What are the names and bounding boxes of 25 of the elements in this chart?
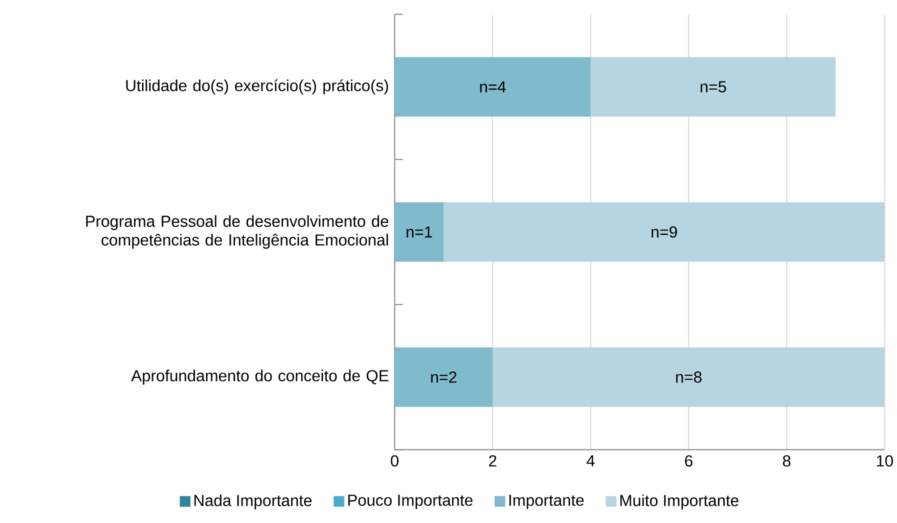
y-tick-label: Programa Pessoal de desenvolvimento de competências de Inteligência Emocional <box>86 215 388 249</box>
data-label: n=9 <box>652 226 677 238</box>
bar <box>394 202 444 262</box>
legend-label: Pouco Importante <box>348 494 473 510</box>
bar <box>394 347 493 407</box>
data-label: n=8 <box>676 371 702 383</box>
bar <box>492 347 885 407</box>
data-label: n=4 <box>480 81 506 92</box>
data-label: n=5 <box>700 81 726 92</box>
data-label: n=1 <box>406 226 432 238</box>
y-tick-label: Utilidade do(s) exercício(s) prático(s) <box>126 79 388 94</box>
legend-label: Importante <box>509 494 584 510</box>
bar <box>394 57 591 117</box>
bar <box>444 202 885 262</box>
x-tick-label: 10 <box>876 455 893 467</box>
x-tick-label: 2 <box>489 455 496 466</box>
x-tick-label: 6 <box>685 455 692 467</box>
data-label: n=2 <box>431 372 456 383</box>
legend-label: Muito Importante <box>620 494 738 510</box>
bar <box>590 57 836 117</box>
x-tick-label: 8 <box>782 455 790 467</box>
legend-label: Nada Importante <box>194 494 312 510</box>
y-tick-label: Aprofundamento do conceito de QE <box>131 370 388 385</box>
x-tick-label: 0 <box>390 455 398 467</box>
x-tick-label: 4 <box>586 455 595 466</box>
